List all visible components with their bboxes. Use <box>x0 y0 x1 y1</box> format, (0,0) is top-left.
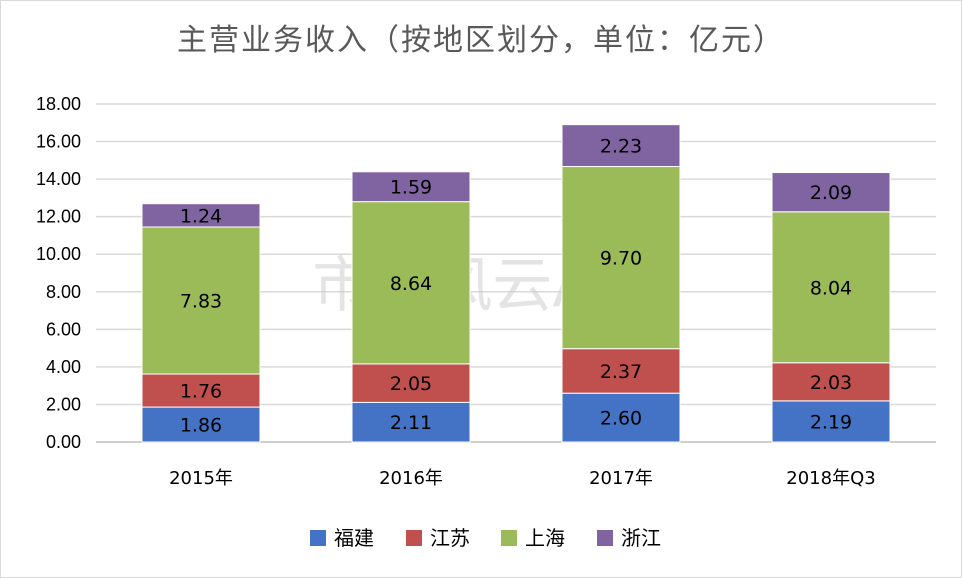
y-tick-label: 2.00 <box>46 394 81 414</box>
bar-segment <box>141 203 261 228</box>
legend-label: 江苏 <box>430 526 470 550</box>
data-label: 8.64 <box>390 273 432 295</box>
data-label: 1.24 <box>180 205 222 227</box>
y-tick-label: 8.00 <box>46 282 81 302</box>
bar-segment <box>561 348 681 394</box>
x-tick-label: 2015年 <box>169 468 233 489</box>
x-tick-label: 2016年 <box>379 468 443 489</box>
bar-segment <box>141 373 261 408</box>
bar-segment <box>351 201 471 365</box>
bar-segment <box>141 406 261 443</box>
bar-segment <box>561 124 681 168</box>
bar-segment <box>771 172 891 213</box>
x-tick-label: 2018年Q3 <box>786 468 875 489</box>
y-tick-label: 6.00 <box>46 319 81 339</box>
legend-label: 上海 <box>525 526 565 550</box>
bar-segment <box>561 166 681 350</box>
data-label: 2.60 <box>600 408 642 430</box>
data-label: 2.19 <box>810 411 852 433</box>
bar-segment <box>561 392 681 443</box>
y-tick-label: 4.00 <box>46 357 81 377</box>
data-label: 1.59 <box>390 177 432 199</box>
legend-label: 福建 <box>334 526 374 550</box>
x-tick-label: 2017年 <box>589 468 653 489</box>
legend-label: 浙江 <box>621 526 661 550</box>
data-label: 1.76 <box>180 381 222 403</box>
legend-swatch <box>597 530 613 546</box>
data-label: 2.23 <box>600 136 642 158</box>
y-tick-label: 14.00 <box>36 169 81 189</box>
data-label: 7.83 <box>180 291 222 313</box>
data-label: 1.86 <box>180 415 222 437</box>
bar-segment <box>771 400 891 443</box>
legend-swatch <box>406 530 422 546</box>
legend-swatch <box>310 530 326 546</box>
bar-segment <box>771 362 891 402</box>
y-tick-label: 18.00 <box>36 94 81 114</box>
data-label: 2.37 <box>600 361 642 383</box>
data-label: 9.70 <box>600 248 642 270</box>
y-tick-label: 0.00 <box>46 432 81 452</box>
y-tick-label: 10.00 <box>36 244 81 264</box>
data-label: 2.11 <box>390 412 432 434</box>
chart-title: 主营业务收入（按地区划分，单位：亿元） <box>177 23 785 58</box>
data-label: 2.03 <box>810 372 852 394</box>
data-label: 8.04 <box>810 277 852 299</box>
y-tick-label: 16.00 <box>36 132 81 152</box>
data-label: 2.05 <box>390 373 432 395</box>
legend-swatch <box>501 530 517 546</box>
y-tick-label: 12.00 <box>36 207 81 227</box>
data-label: 2.09 <box>810 182 852 204</box>
bar-segment <box>351 401 471 443</box>
bar-segment <box>351 363 471 403</box>
bar-segment <box>771 211 891 364</box>
bar-segment <box>141 226 261 375</box>
bar-segment <box>351 171 471 203</box>
